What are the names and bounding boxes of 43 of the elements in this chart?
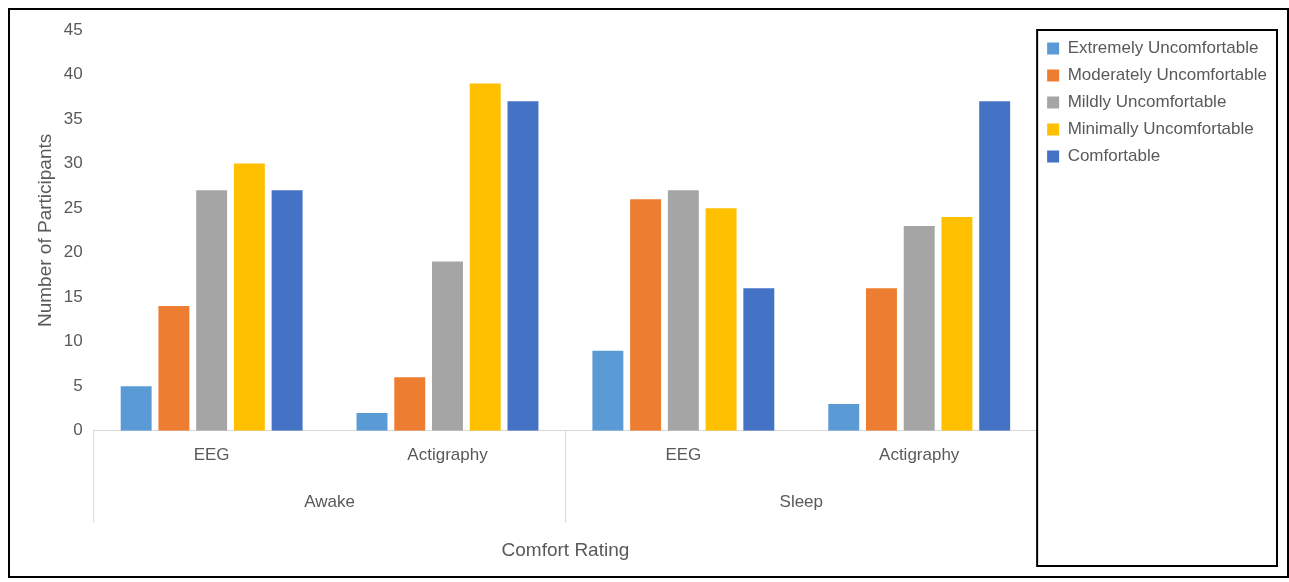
y-tick-label: 15: [63, 286, 83, 306]
bar: [941, 217, 973, 431]
y-tick-label: 30: [63, 153, 83, 173]
x-tick-label: Actigraphy: [407, 444, 489, 464]
legend-label: Mildly Uncomfortable: [1067, 92, 1227, 112]
bar: [158, 306, 190, 431]
bar: [507, 101, 539, 431]
y-tick-label: 20: [63, 242, 83, 262]
bar: [705, 208, 737, 431]
bar: [667, 190, 699, 431]
x-tick-label: EEG: [193, 444, 230, 464]
bar: [233, 163, 265, 431]
bar: [592, 350, 624, 431]
x-tick-label: Actigraphy: [879, 444, 960, 464]
y-tick-label: 35: [63, 108, 83, 128]
y-tick-label: 5: [73, 375, 83, 395]
text: Awake: [304, 492, 355, 512]
bar: [743, 288, 775, 431]
legend-label: Comfortable: [1067, 146, 1161, 166]
bar: [828, 404, 860, 431]
y-tick-label: 10: [63, 331, 83, 351]
y-tick-label: 0: [73, 420, 83, 440]
bar: [979, 101, 1011, 431]
bar: [432, 261, 463, 431]
legend-label: Minimally Uncomfortable: [1067, 119, 1254, 139]
x-axis-title: Comfort Rating: [501, 538, 630, 560]
text: Sleep: [779, 492, 824, 512]
bar: [394, 377, 426, 431]
bar: [630, 199, 662, 431]
bar: [120, 386, 152, 431]
bar: [469, 83, 501, 431]
bar: [271, 190, 303, 431]
bar: [903, 225, 935, 431]
bar: [866, 288, 897, 431]
bar: [356, 412, 388, 431]
legend-label: Extremely Uncomfortable: [1067, 38, 1259, 58]
y-tick-label: 40: [63, 64, 83, 84]
y-tick-label: 45: [63, 19, 83, 39]
legend-label: Moderately Uncomfortable: [1067, 65, 1268, 85]
bar: [196, 190, 228, 431]
y-tick-label: 25: [63, 197, 83, 217]
x-tick-label: EEG: [665, 444, 702, 464]
y-axis-title: Number of Participants: [33, 133, 55, 328]
